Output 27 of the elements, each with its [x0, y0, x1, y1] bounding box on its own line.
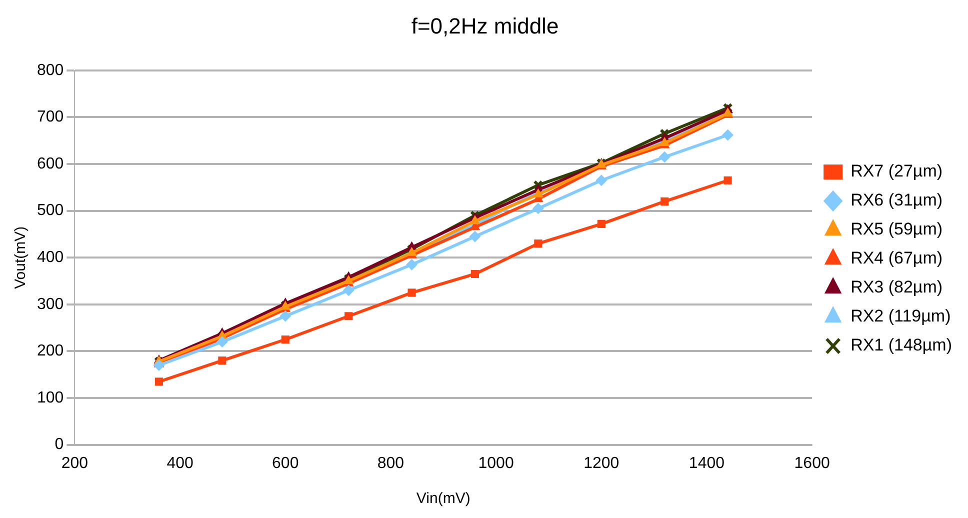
x-tick-label: 1200: [584, 454, 620, 472]
y-tick-label: 700: [36, 108, 64, 126]
y-tick-label: 200: [36, 342, 64, 360]
legend-label: RX5 (59µm): [850, 220, 943, 239]
legend-label: RX6 (31µm): [850, 190, 943, 210]
y-tick-label: 800: [36, 62, 64, 79]
x-tick-label: 400: [166, 454, 194, 472]
legend-label: RX1 (148µm): [850, 336, 952, 355]
y-tick-label: 100: [36, 389, 64, 406]
y-tick-label: 300: [36, 296, 64, 313]
y-tick-label: 500: [36, 202, 64, 220]
legend-label: RX3 (82µm): [850, 278, 943, 297]
y-tick-label: 400: [36, 249, 64, 266]
legend-label: RX2 (119µm): [850, 306, 951, 326]
y-tick-label: 0: [54, 436, 64, 454]
y-axis-title: Vout(mV): [12, 226, 30, 289]
y-tick-label: 600: [36, 155, 64, 172]
x-tick-label: 1600: [794, 454, 830, 472]
legend-label: RX4 (67µm): [850, 248, 943, 268]
x-tick-label: 200: [61, 454, 88, 472]
x-tick-label: 600: [272, 454, 299, 472]
x-tick-label: 1400: [688, 454, 725, 472]
x-tick-label: 800: [377, 454, 404, 472]
x-tick-label: 1000: [478, 454, 514, 472]
x-axis-title: Vin(mV): [416, 490, 470, 508]
legend-label: RX7 (27µm): [850, 162, 943, 181]
chart-title: f=0,2Hz middle: [411, 13, 559, 38]
